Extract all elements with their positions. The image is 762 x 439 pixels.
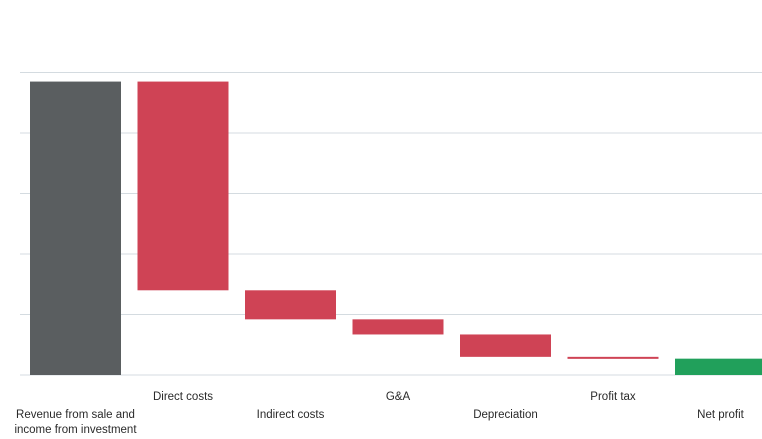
category-label: Net profit — [697, 409, 744, 421]
category-labels: Revenue from sale and income from investm… — [14, 391, 744, 436]
category-label: Depreciation — [473, 409, 538, 421]
bar-revenue-from-sale-and-income-from-investment — [30, 81, 121, 375]
category-label: Profit tax — [590, 391, 636, 403]
category-label: Direct costs — [153, 391, 213, 403]
category-label: Indirect costs — [257, 409, 325, 421]
bar-depreciation — [460, 334, 551, 357]
bar-direct-costs — [137, 81, 229, 291]
bar-profit-tax — [567, 356, 659, 359]
bar-g-a — [352, 319, 444, 335]
category-label: Revenue from sale and income from investm… — [14, 409, 137, 436]
bars — [30, 81, 762, 375]
bar-net-profit — [675, 358, 762, 375]
bar-indirect-costs — [245, 290, 336, 320]
category-label: G&A — [386, 391, 411, 403]
